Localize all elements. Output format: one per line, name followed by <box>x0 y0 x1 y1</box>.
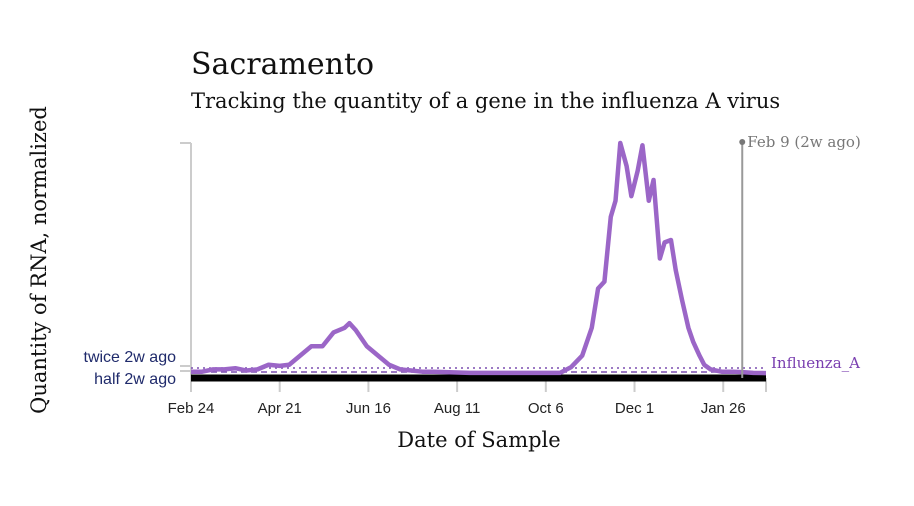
reference-line-label: twice 2w ago <box>84 349 177 366</box>
x-tick-label: Oct 6 <box>528 400 564 417</box>
marker-label: Feb 9 (2w ago) <box>747 133 861 151</box>
y-axis-label: Quantity of RNA, normalized <box>27 106 51 414</box>
series-label: Influenza_A <box>771 354 860 372</box>
x-tick-label: Feb 24 <box>168 400 215 417</box>
x-axis-label: Date of Sample <box>397 428 560 452</box>
x-tick-label: Aug 11 <box>434 400 480 417</box>
reference-line-label: half 2w ago <box>94 371 176 388</box>
chart-subtitle: Tracking the quantity of a gene in the i… <box>191 89 780 113</box>
x-tick-label: Dec 1 <box>615 400 654 417</box>
x-tick-label: Apr 21 <box>258 400 302 417</box>
chart-title: Sacramento <box>191 47 374 82</box>
series-line-influenza-a <box>191 140 767 376</box>
marker-dot <box>739 139 746 145</box>
x-tick-label: Jun 16 <box>346 400 391 417</box>
x-tick-label: Jan 26 <box>701 400 746 417</box>
